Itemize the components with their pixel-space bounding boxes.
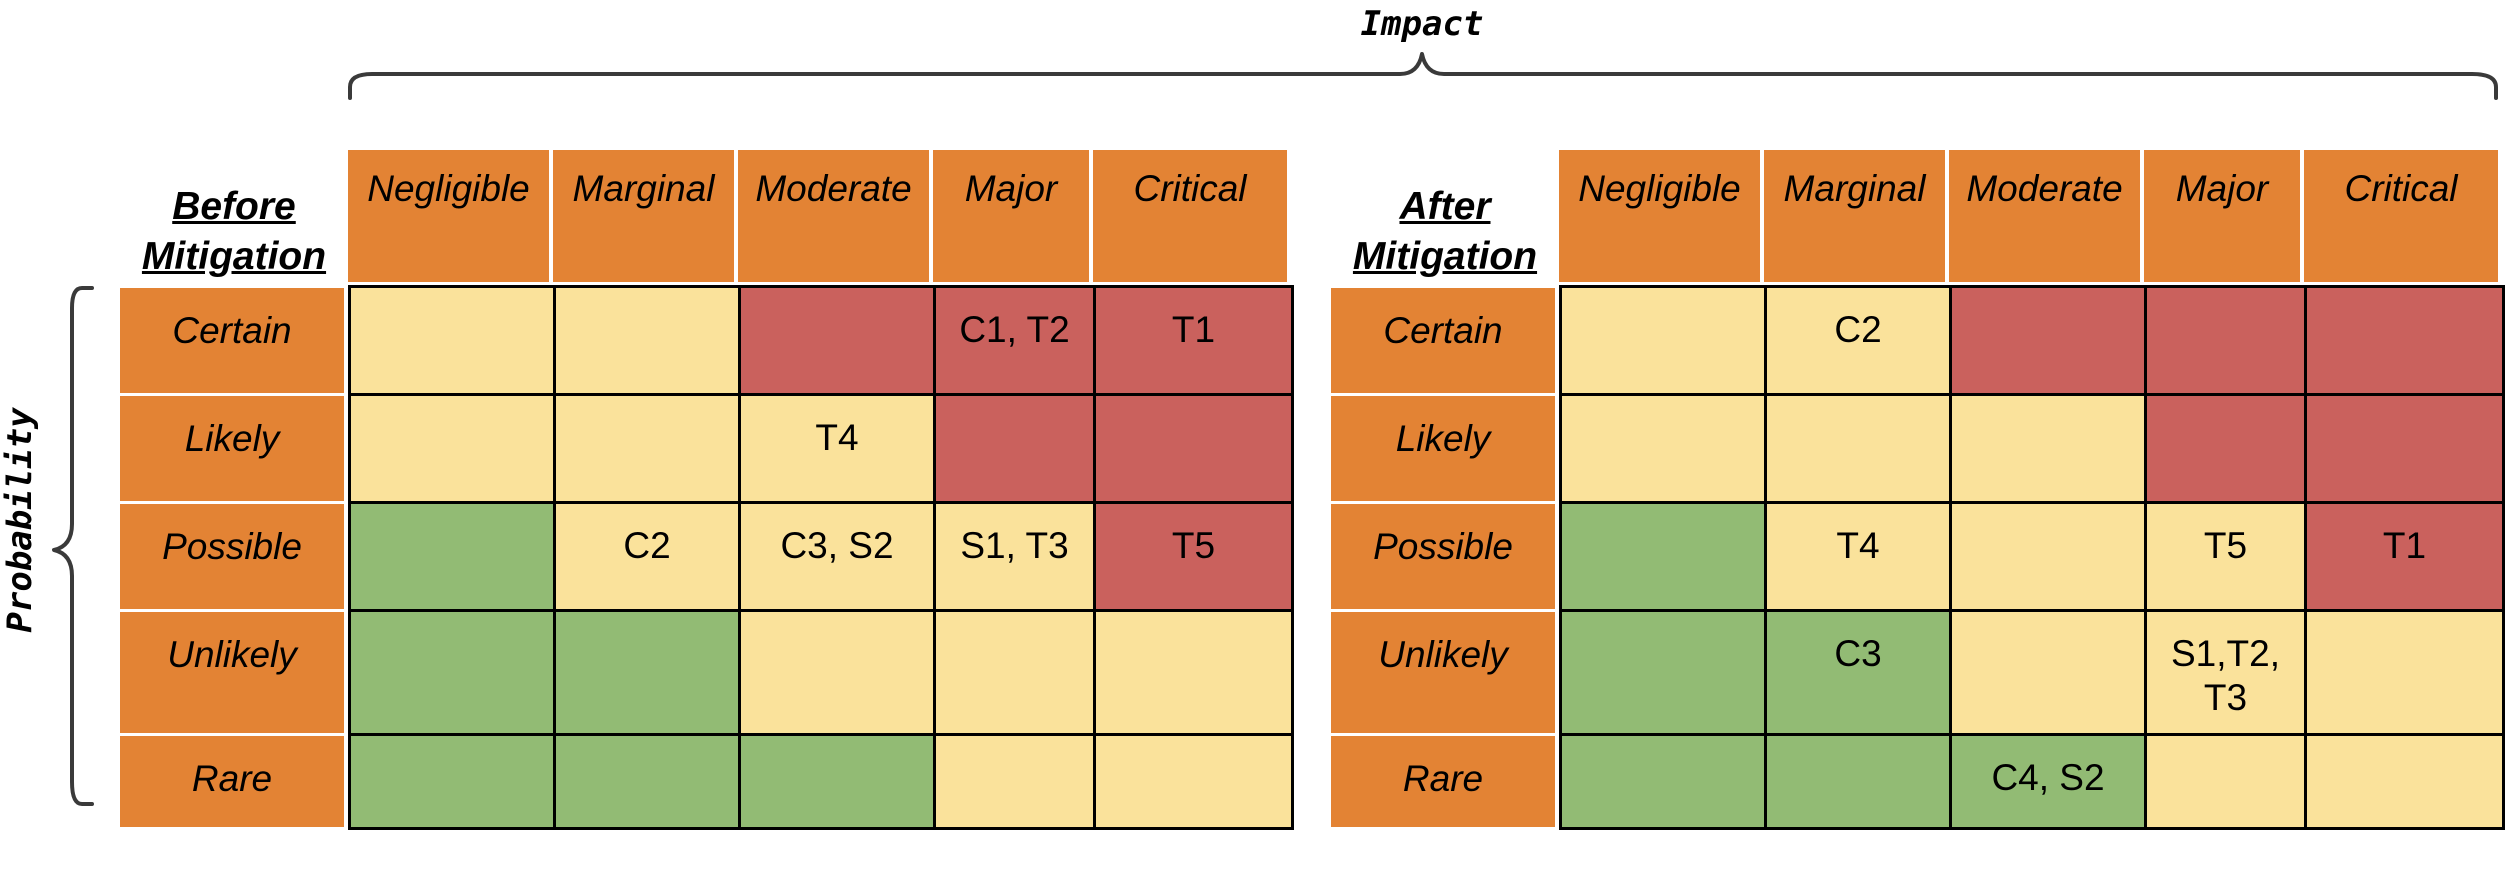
risk-cell-label: C3, S2 — [780, 525, 894, 566]
risk-cell-medium: T5 — [2147, 504, 2307, 612]
risk-cell-label: S1, T3 — [960, 525, 1069, 566]
column-header-impact: Negligible — [348, 150, 549, 282]
risk-cell-medium — [556, 288, 741, 396]
risk-cell-high — [1952, 288, 2147, 396]
risk-cell-medium: S1, T3 — [936, 504, 1096, 612]
probability-brace — [52, 286, 94, 806]
risk-cell-medium — [2307, 612, 2505, 736]
risk-cell-low — [1562, 736, 1767, 830]
probability-axis-title: Probability — [0, 407, 40, 633]
risk-cell-medium: S1,T2, T3 — [2147, 612, 2307, 736]
risk-cell-label: T1 — [2382, 525, 2427, 566]
risk-cell-label: T4 — [1836, 525, 1880, 566]
column-header-impact: Major — [2144, 150, 2300, 282]
impact-axis-title: Impact — [1360, 4, 1484, 44]
risk-cell-high — [1096, 396, 1294, 504]
risk-cell-low — [556, 612, 741, 736]
risk-cell-medium — [2307, 736, 2505, 830]
risk-cell-medium — [1767, 396, 1952, 504]
row-header-probability: Unlikely — [1331, 612, 1555, 733]
matrix-title-line2: Mitigation — [141, 235, 327, 278]
risk-cell-medium — [1952, 396, 2147, 504]
matrix-title: Before Mitigation — [120, 150, 348, 286]
column-header-impact: Critical — [2304, 150, 2498, 282]
row-header-probability: Rare — [1331, 736, 1555, 827]
risk-cell-high: T1 — [2307, 504, 2505, 612]
risk-cell-medium — [1096, 612, 1294, 736]
risk-cell-medium — [1952, 612, 2147, 736]
row-header-probability: Certain — [1331, 288, 1555, 393]
risk-cell-low — [1562, 612, 1767, 736]
risk-cell-low — [351, 612, 556, 736]
matrix-title-line1: Before — [172, 185, 296, 228]
risk-cell-medium — [741, 612, 936, 736]
column-header-impact: Moderate — [1949, 150, 2140, 282]
row-header-probability: Possible — [120, 504, 344, 609]
risk-cell-low: C3 — [1767, 612, 1952, 736]
row-header-probability: Certain — [120, 288, 344, 393]
column-header-impact: Moderate — [738, 150, 929, 282]
risk-cell-high: T1 — [1096, 288, 1294, 396]
risk-cell-low — [351, 504, 556, 612]
risk-cell-label: C2 — [1834, 309, 1882, 350]
risk-cell-label: C3 — [1834, 633, 1882, 674]
risk-grid: C2 T4 T5 T1 C3 S1,T2, T3 C4, S2 — [1559, 285, 2505, 830]
risk-cell-label: T1 — [1171, 309, 1216, 350]
row-header-probability: Likely — [120, 396, 344, 501]
risk-cell-label: T4 — [815, 417, 859, 458]
matrix-title-line2: Mitigation — [1352, 235, 1538, 278]
risk-cell-low — [741, 736, 936, 830]
risk-cell-label: T5 — [1171, 525, 1216, 566]
risk-cell-medium: C2 — [556, 504, 741, 612]
risk-cell-label: C1, T2 — [959, 309, 1070, 350]
risk-cell-medium — [1096, 736, 1294, 830]
risk-cell-label: S1,T2, — [2171, 633, 2280, 674]
column-header-impact: Major — [933, 150, 1089, 282]
risk-cell-low — [351, 736, 556, 830]
risk-cell-medium — [556, 396, 741, 504]
risk-cell-low: C4, S2 — [1952, 736, 2147, 830]
risk-cell-medium: C2 — [1767, 288, 1952, 396]
risk-cell-label: C2 — [623, 525, 671, 566]
column-header-impact: Critical — [1093, 150, 1287, 282]
risk-cell-label: C4, S2 — [1991, 757, 2105, 798]
risk-cell-high: T5 — [1096, 504, 1294, 612]
column-header-impact: Negligible — [1559, 150, 1760, 282]
risk-cell-medium: T4 — [741, 396, 936, 504]
row-header-probability: Possible — [1331, 504, 1555, 609]
impact-brace — [348, 52, 2498, 100]
risk-cell-label: T5 — [2203, 525, 2248, 566]
risk-cell-medium: C3, S2 — [741, 504, 936, 612]
risk-cell-high: C1, T2 — [936, 288, 1096, 396]
risk-cell-high — [2147, 288, 2307, 396]
risk-cell-medium — [2147, 736, 2307, 830]
risk-cell-medium — [936, 736, 1096, 830]
risk-cell-low — [556, 736, 741, 830]
row-header-probability: Rare — [120, 736, 344, 827]
risk-cell-medium — [1562, 288, 1767, 396]
risk-cell-medium — [1952, 504, 2147, 612]
risk-cell-high — [741, 288, 936, 396]
risk-cell-medium — [351, 288, 556, 396]
row-header-probability: Unlikely — [120, 612, 344, 733]
risk-cell-medium: T4 — [1767, 504, 1952, 612]
matrix-title: After Mitigation — [1331, 150, 1559, 286]
risk-cell-high — [2307, 288, 2505, 396]
risk-cell-medium — [1562, 396, 1767, 504]
column-header-impact: Marginal — [553, 150, 734, 282]
risk-cell-label: T3 — [2203, 677, 2248, 718]
column-header-impact: Marginal — [1764, 150, 1945, 282]
risk-cell-low — [1562, 504, 1767, 612]
matrix-title-line1: After — [1399, 185, 1491, 228]
risk-cell-high — [2307, 396, 2505, 504]
risk-cell-medium — [351, 396, 556, 504]
risk-cell-high — [2147, 396, 2307, 504]
risk-cell-low — [1767, 736, 1952, 830]
risk-grid: C1, T2 T1 T4 C2 C3, S2 S1, T3 T5 — [348, 285, 1294, 830]
risk-cell-medium — [936, 612, 1096, 736]
risk-cell-high — [936, 396, 1096, 504]
row-header-probability: Likely — [1331, 396, 1555, 501]
